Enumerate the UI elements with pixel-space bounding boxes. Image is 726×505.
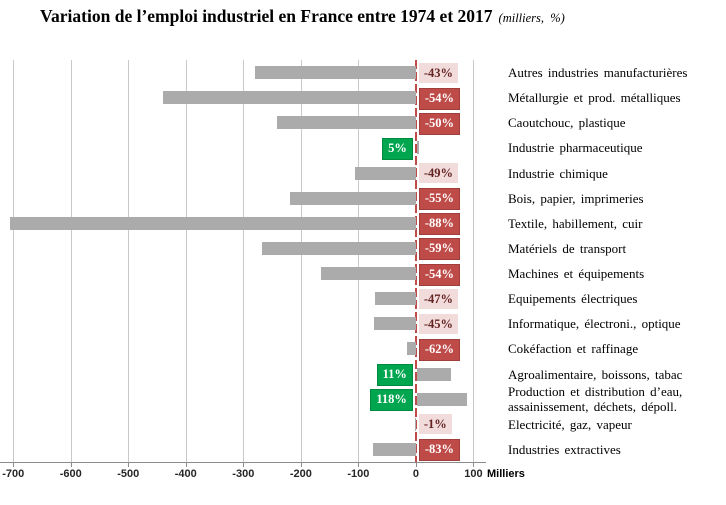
x-tick bbox=[13, 462, 15, 467]
category-label: Bois, papier, imprimeries bbox=[508, 190, 644, 206]
x-tick bbox=[185, 462, 187, 467]
bar bbox=[416, 392, 467, 406]
bar bbox=[255, 66, 416, 80]
category-label: Autres industries manufacturières bbox=[508, 65, 688, 81]
x-tick-label: -200 bbox=[289, 468, 312, 480]
pct-badge: -54% bbox=[418, 263, 461, 286]
pct-badge: -47% bbox=[418, 288, 459, 309]
x-tick bbox=[473, 462, 475, 467]
plot-area: -43% -54% -50% 5% -49% -55% -88% -59% -54% -47% -4… bbox=[0, 60, 478, 462]
category-label: Electricité, gaz, vapeur bbox=[508, 416, 632, 432]
category-label: Machines et équipements bbox=[508, 266, 645, 282]
bar bbox=[372, 442, 416, 456]
category-label: Cokéfaction et raffinage bbox=[508, 341, 639, 357]
pct-badge: -45% bbox=[418, 313, 459, 334]
pct-badge: -54% bbox=[418, 87, 461, 110]
x-axis-line bbox=[0, 462, 486, 463]
bar bbox=[320, 267, 416, 281]
category-label: Informatique, électroni., optique bbox=[508, 316, 681, 332]
x-axis-title: Milliers bbox=[487, 468, 525, 480]
bar bbox=[375, 292, 416, 306]
gridline bbox=[300, 60, 302, 462]
bar bbox=[407, 342, 416, 356]
pct-badge: -50% bbox=[418, 112, 461, 135]
category-label: Industries extractives bbox=[508, 441, 621, 457]
x-tick-label: -500 bbox=[117, 468, 140, 480]
x-tick-label: -400 bbox=[174, 468, 197, 480]
chart-title: Variation de l’emploi industriel en Fran… bbox=[40, 6, 493, 26]
x-tick-label: -300 bbox=[232, 468, 255, 480]
pct-badge: -43% bbox=[418, 62, 459, 83]
category-label: Industrie pharmaceutique bbox=[508, 140, 643, 156]
x-tick-label: 0 bbox=[412, 468, 419, 480]
pct-badge: -88% bbox=[418, 213, 461, 236]
gridline bbox=[358, 60, 360, 462]
pct-badge: -49% bbox=[418, 163, 459, 184]
bar bbox=[261, 241, 416, 255]
bar bbox=[414, 417, 416, 431]
x-tick-label: -600 bbox=[59, 468, 82, 480]
gridline bbox=[473, 60, 475, 462]
gridline bbox=[13, 60, 15, 462]
bar bbox=[416, 141, 420, 155]
category-label: Industrie chimique bbox=[508, 165, 608, 181]
pct-badge: 118% bbox=[370, 389, 413, 412]
gridline bbox=[185, 60, 187, 462]
gridline bbox=[243, 60, 245, 462]
zero-line bbox=[414, 60, 417, 462]
bar bbox=[373, 317, 416, 331]
x-tick bbox=[128, 462, 130, 467]
x-tick-label: -100 bbox=[347, 468, 370, 480]
chart-title-row: Variation de l’emploi industriel en Fran… bbox=[40, 6, 565, 27]
chart-subtitle: (milliers, %) bbox=[498, 11, 565, 25]
bar bbox=[276, 116, 416, 130]
bar bbox=[9, 216, 416, 230]
category-label: Caoutchouc, plastique bbox=[508, 115, 626, 131]
x-tick bbox=[358, 462, 360, 467]
gridline bbox=[128, 60, 130, 462]
pct-badge: -55% bbox=[418, 188, 461, 211]
pct-badge: -1% bbox=[418, 414, 452, 435]
pct-badge: -59% bbox=[418, 238, 461, 261]
x-tick bbox=[70, 462, 72, 467]
category-label: Equipements électriques bbox=[508, 291, 638, 307]
bar bbox=[162, 91, 416, 105]
pct-badge: -62% bbox=[418, 338, 461, 361]
bar bbox=[290, 191, 416, 205]
bar bbox=[416, 367, 452, 381]
x-tick bbox=[300, 462, 302, 467]
pct-badge: -83% bbox=[418, 439, 461, 462]
category-label: Production et distribution d’eau, assain… bbox=[508, 384, 683, 415]
category-label: Métallurgie et prod. métalliques bbox=[508, 90, 681, 106]
x-tick-label: -700 bbox=[2, 468, 25, 480]
category-label: Matériels de transport bbox=[508, 240, 627, 256]
pct-badge: 5% bbox=[382, 137, 413, 160]
x-tick bbox=[415, 462, 417, 467]
gridline bbox=[70, 60, 72, 462]
pct-badge: 11% bbox=[376, 364, 413, 387]
x-tick-label: 100 bbox=[464, 468, 483, 480]
category-label: Agroalimentaire, boissons, tabac bbox=[508, 366, 683, 382]
category-label: Textile, habillement, cuir bbox=[508, 215, 643, 231]
bar bbox=[354, 166, 416, 180]
x-tick bbox=[243, 462, 245, 467]
